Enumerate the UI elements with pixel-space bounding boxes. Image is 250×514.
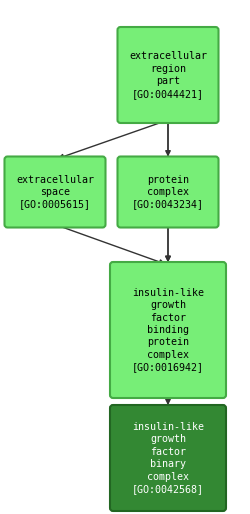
Text: extracellular
space
[GO:0005615]: extracellular space [GO:0005615] (16, 175, 94, 209)
FancyBboxPatch shape (4, 156, 105, 228)
Text: insulin-like
growth
factor
binary
complex
[GO:0042568]: insulin-like growth factor binary comple… (132, 422, 204, 494)
Text: extracellular
region
part
[GO:0044421]: extracellular region part [GO:0044421] (129, 51, 207, 99)
FancyBboxPatch shape (118, 156, 218, 228)
FancyBboxPatch shape (110, 262, 226, 398)
Text: insulin-like
growth
factor
binding
protein
complex
[GO:0016942]: insulin-like growth factor binding prote… (132, 288, 204, 372)
FancyBboxPatch shape (110, 405, 226, 511)
Text: protein
complex
[GO:0043234]: protein complex [GO:0043234] (132, 175, 204, 209)
FancyBboxPatch shape (118, 27, 218, 123)
